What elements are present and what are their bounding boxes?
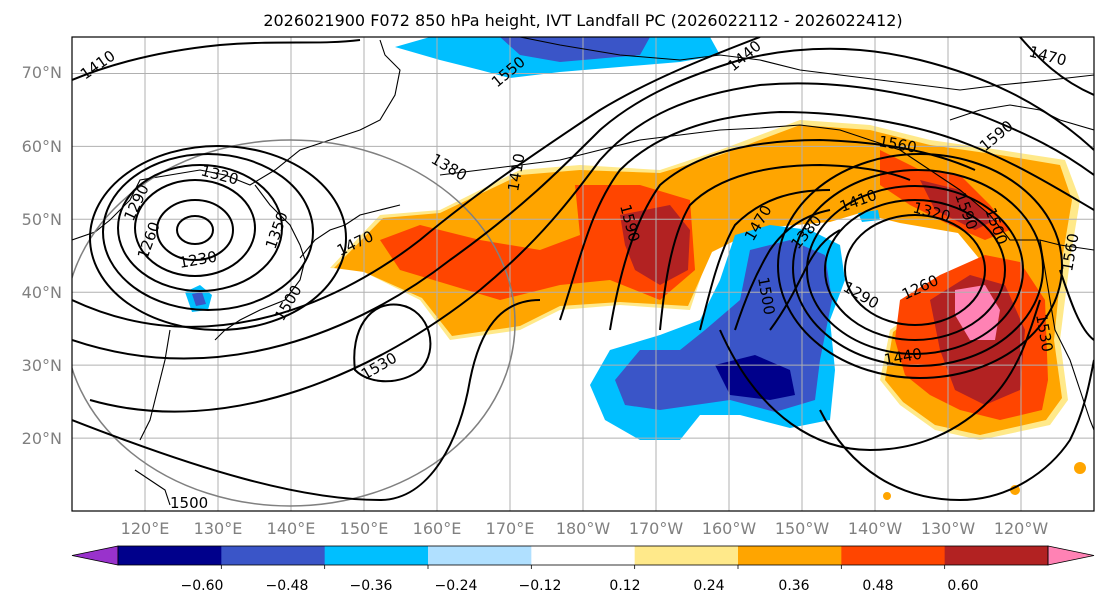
- latitude-labels: 70°N 60°N 50°N 40°N 30°N 20°N: [22, 63, 62, 448]
- contour-low-east-5: [777, 153, 1063, 379]
- contour-ridge-6: [659, 163, 911, 331]
- contour-low-east-2: [824, 199, 1006, 341]
- longitude-labels: 120°E 130°E 140°E 150°E 160°E 170°E 180°…: [121, 519, 1049, 538]
- contour-low-west-1: [176, 215, 214, 245]
- colorbar-tick-label: −0.36: [350, 578, 393, 594]
- colorbar-segment: [324, 546, 429, 565]
- lon-label: 160°E: [413, 519, 462, 538]
- contour-ridge-7: [699, 189, 831, 331]
- coastline-arctic: [519, 37, 1094, 91]
- colorbar-tick-label: 0.24: [693, 578, 724, 594]
- contour-low-west-6: [89, 145, 347, 331]
- contour-label: 1500: [170, 494, 208, 512]
- lon-label: 160°W: [702, 519, 757, 538]
- coastline-alaska-canada: [439, 124, 1094, 251]
- lon-label: 130°E: [194, 519, 243, 538]
- coastline-canada-arctic: [949, 104, 1094, 131]
- coastline-us-west: [1039, 239, 1094, 431]
- contour-south-1: [72, 299, 541, 502]
- colorbar-segment: [841, 546, 946, 565]
- contour-low-east-4: [792, 169, 1044, 367]
- colorbar-tick-label: −0.24: [435, 578, 478, 594]
- ivt-fill-neg-0.48: [715, 355, 795, 400]
- colorbar-segment: [221, 546, 326, 565]
- lat-label: 60°N: [22, 137, 62, 156]
- ivt-fill-top-neg-core: [500, 37, 650, 62]
- colorbar-tick-label: −0.48: [266, 578, 309, 594]
- contour-low-west-4: [117, 164, 283, 292]
- colorbar-tick-label: −0.60: [181, 578, 224, 594]
- lon-label: 170°E: [486, 519, 535, 538]
- colorbar-tick-label: 0.12: [609, 578, 640, 594]
- contour-low-west-3: [134, 179, 256, 277]
- lon-label: 120°W: [994, 519, 1049, 538]
- colorbar-tick-label: 0.48: [862, 578, 893, 594]
- lon-label: 140°W: [848, 519, 903, 538]
- ivt-fill-0.60: [955, 285, 1000, 340]
- contour-low-west-5: [102, 153, 314, 311]
- colorbar-outline: [117, 545, 1049, 566]
- contour-ridge-1: [72, 37, 761, 328]
- lon-label: 170°W: [629, 519, 684, 538]
- lon-label: 120°E: [121, 519, 170, 538]
- coastline-asia: [72, 39, 401, 241]
- contour-south-3: [819, 359, 1094, 502]
- map-frame: [71, 36, 1095, 512]
- coastlines: [72, 37, 1094, 506]
- lat-label: 40°N: [22, 283, 62, 302]
- lat-label: 50°N: [22, 210, 62, 229]
- contour-low-east-1: [844, 214, 986, 326]
- ivt-fill-spot-japan-core: [192, 292, 206, 306]
- ivt-fill-speck-1: [1074, 462, 1086, 474]
- domain-circle: [72, 139, 516, 507]
- height-contours: [72, 37, 1094, 502]
- map-panel: 1410 1440 1470 1550 1380 1410 1290 1320 …: [71, 36, 1095, 512]
- colorbar-segment: [428, 546, 532, 565]
- colorbar-segment: [944, 546, 1049, 565]
- lon-label: 150°E: [340, 519, 389, 538]
- colorbar-tick-label: −0.12: [519, 578, 562, 594]
- colorbar-segment: [118, 546, 222, 565]
- contour-low-west-2: [156, 199, 234, 261]
- map-title: 2026021900 F072 850 hPa height, IVT Land…: [263, 11, 902, 30]
- lat-label: 20°N: [22, 429, 62, 448]
- contour-east-edge: [1059, 269, 1094, 341]
- lon-label: 140°E: [267, 519, 316, 538]
- colorbar-labels: −0.60 −0.48 −0.36 −0.24 −0.12 0.12 0.24 …: [181, 578, 979, 594]
- contour-ridge-2: [72, 47, 1094, 360]
- contour-north-east: [1019, 37, 1094, 96]
- ivt-fill-0.36-west: [380, 185, 695, 300]
- lon-label: 130°W: [921, 519, 976, 538]
- contour-low-east-3: [806, 185, 1024, 355]
- lat-label: 30°N: [22, 356, 62, 375]
- contour-ridge-9: [769, 229, 841, 331]
- colorbar-segment: [531, 546, 636, 565]
- contour-ridge-3: [89, 82, 1094, 413]
- coastline-philippines: [134, 469, 171, 506]
- colorbar-tick-label: 0.36: [778, 578, 809, 594]
- colorbar-extend-max: [1047, 545, 1095, 566]
- contour-south-2: [719, 299, 1041, 452]
- contour-closed-high: [353, 303, 432, 383]
- contour-ridge-5: [609, 138, 976, 331]
- colorbar-segment: [738, 546, 842, 565]
- contour-ridge-8: [734, 209, 831, 331]
- colorbar-tick-label: 0.60: [947, 578, 978, 594]
- colorbar-extend-min: [71, 545, 119, 566]
- contour-north-1: [72, 39, 361, 81]
- lat-label: 70°N: [22, 63, 62, 82]
- colorbar-segment: [634, 546, 739, 565]
- lon-label: 180°W: [556, 519, 611, 538]
- ivt-fill-speck-3: [883, 492, 891, 500]
- coastline-china-east: [139, 329, 171, 441]
- lon-label: 150°W: [775, 519, 830, 538]
- contour-ridge-4: [559, 110, 1094, 321]
- colorbar: [71, 545, 1095, 569]
